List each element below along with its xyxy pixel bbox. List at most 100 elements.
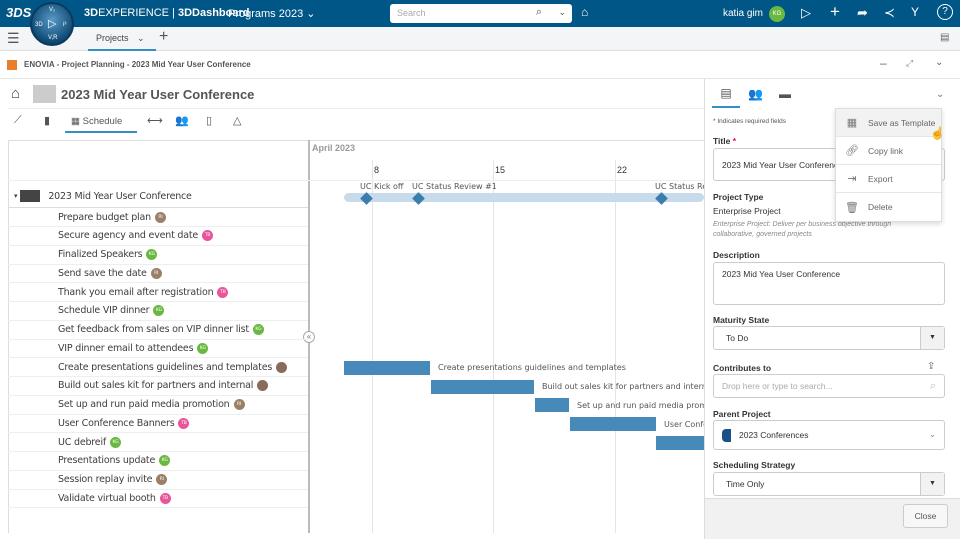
assignee-avatar[interactable] [276,361,288,373]
search-icon[interactable]: ⌕ [929,380,936,392]
strategy-select[interactable]: Time Only ▼ [713,472,945,496]
risk-icon[interactable]: △ [233,115,242,127]
task-row[interactable]: Secure agency and event date TB [8,227,308,246]
chevron-down-icon: ⌄ [137,33,145,43]
clipboard-icon[interactable]: ▮ [44,115,51,127]
assignee-avatar[interactable]: KG [159,455,171,467]
task-bar[interactable] [570,417,656,431]
share-icon[interactable]: ➦ [857,5,868,20]
dashboard-selector[interactable]: Programs 2023 ⌄ [228,8,316,20]
members-icon[interactable]: 👥 [748,87,763,101]
assignee-avatar[interactable]: KG [197,342,209,354]
upload-icon[interactable]: ⇪ [927,361,936,372]
tag-icon[interactable]: ⌂ [581,5,589,19]
community-icon[interactable]: Y [911,5,920,19]
collapse-icon[interactable]: « [303,331,315,343]
task-row[interactable]: Get feedback from sales on VIP dinner li… [8,321,308,340]
fullscreen-icon[interactable]: ⤢ [906,58,914,68]
assignee-avatar[interactable]: KG [252,324,264,335]
task-row[interactable]: VIP dinner email to attendees KG [8,339,308,359]
dependency-icon[interactable]: ⟷ [147,115,163,127]
task-bar[interactable] [535,398,569,412]
tab-schedule[interactable]: ▦ Schedule [65,111,137,133]
search-input[interactable]: Search ⌕ ⌄ [390,4,572,23]
task-row[interactable]: Build out sales kit for partners and int… [8,377,308,396]
assignee-avatar[interactable]: RI [154,211,166,223]
task-row[interactable]: Send save the date RI [8,264,308,284]
task-row[interactable]: Finalized Speakers KG [8,246,308,265]
assignee-avatar[interactable]: RI [233,399,245,410]
add-tab-icon[interactable]: + [159,28,169,45]
chevron-down-icon[interactable]: ⌄ [928,429,936,439]
chart-icon[interactable]: ⟋ [14,114,22,126]
assignee-avatar[interactable]: KG [146,249,158,260]
minimize-icon[interactable]: – [880,56,887,70]
assignee-avatar[interactable]: KG [110,436,122,448]
task-row[interactable]: Session replay invite RI [8,471,308,490]
menu-item-export[interactable]: ⇥ Export [836,165,941,193]
assignee-avatar[interactable]: TB [202,230,214,242]
description-field[interactable]: 2023 Mid Yea User Conference [713,262,945,305]
app-title: 3DEXPERIENCE | 3DDashboard [84,7,250,19]
task-row[interactable]: UC debreif KG [8,433,308,452]
play-icon[interactable]: ▷ [48,18,57,30]
bar-label: Set up and run paid media promo [577,401,712,410]
tab-properties[interactable]: ▤ [712,86,740,108]
compass-right[interactable]: i³ [63,22,67,28]
chat-icon[interactable]: ▤ [940,32,950,43]
chevron-down-icon[interactable]: ⌄ [558,7,566,17]
task-bar[interactable] [344,361,430,375]
compass-left[interactable]: 3D [35,22,43,28]
expand-icon[interactable]: ▾ [14,192,18,200]
chevron-down-icon[interactable]: ⌄ [935,57,944,68]
maturity-select[interactable]: To Do ▼ [713,326,945,350]
task-row[interactable]: Thank you email after registration TB [8,283,308,302]
assignee-avatar[interactable]: TB [217,286,229,298]
menu-item-copy-link[interactable]: 🔗︎ Copy link [836,137,941,165]
user-avatar[interactable]: KG [769,6,785,22]
menu-item-save-as-template[interactable]: ▦ Save as Template [836,109,941,137]
task-bar[interactable] [431,380,534,394]
task-row[interactable]: Prepare budget plan RI [8,208,308,227]
notification-icon[interactable]: ▷ [801,5,811,20]
help-icon[interactable]: ? [937,4,953,20]
assignee-avatar[interactable]: TB [159,492,171,504]
task-row[interactable]: Validate virtual booth TB [8,489,308,509]
assignee-avatar[interactable]: KG [153,305,165,317]
comments-icon[interactable]: ▬ [779,87,791,101]
task-bar[interactable] [656,436,704,450]
parent-project-select[interactable]: 2023 Conferences ⌄ [713,420,945,450]
menu-item-delete[interactable]: 🗑︎ Delete [836,193,941,221]
contributes-input[interactable]: Drop here or type to search... ⌕ [713,374,945,398]
assignee-avatar[interactable]: RI [150,267,162,279]
user-name[interactable]: katia gim [723,8,764,19]
dropdown-arrow-icon[interactable]: ▼ [920,327,944,349]
compass[interactable]: V₁ 3D i³ ▷ V,R [30,2,74,46]
menu-icon[interactable]: ☰ [7,30,20,46]
assignee-avatar[interactable]: RI [156,474,168,485]
task-row[interactable]: Presentations update KG [8,452,308,471]
compass-top[interactable]: V₁ [49,7,56,13]
document-icon[interactable]: ▯ [206,115,213,127]
summary-bar[interactable] [344,193,704,202]
members-icon[interactable]: 👥 [175,115,189,127]
ds-logo-icon[interactable]: 3DS [6,5,32,20]
title-label: Title * [713,136,737,146]
search-icon[interactable]: ⌕ [535,6,542,18]
assignee-avatar[interactable]: TB [178,417,190,429]
task-row[interactable]: Set up and run paid media promotion RI [8,396,308,415]
root-row[interactable]: ▾ 2023 Mid Year User Conference [8,185,308,208]
chevron-down-icon[interactable]: ⌄ [936,89,945,100]
compass-bottom[interactable]: V,R [48,35,58,41]
task-row[interactable]: Create presentations guidelines and temp… [8,358,308,377]
task-row[interactable]: Schedule VIP dinner KG [8,302,308,321]
type-description: Enterprise Project: Deliver per business… [713,221,892,238]
assignee-avatar[interactable] [257,380,269,392]
close-button[interactable]: Close [903,504,948,528]
home-icon[interactable]: ⌂ [11,85,21,102]
task-row[interactable]: User Conference Banners TB [8,414,308,434]
add-icon[interactable]: + [830,2,840,21]
network-icon[interactable]: ≺ [884,5,895,20]
dropdown-arrow-icon[interactable]: ▼ [920,473,944,495]
tab-projects[interactable]: Projects ⌄ [88,27,156,51]
